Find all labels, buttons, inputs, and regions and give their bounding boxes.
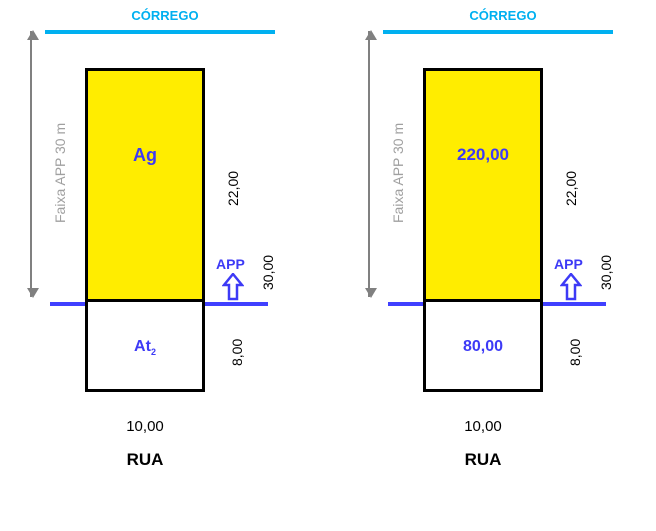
app-label: APP (216, 256, 245, 272)
upper-box: 220,00 (423, 68, 543, 302)
dim-30: 30,00 (260, 255, 276, 290)
faixa-label: Faixa APP 30 m (52, 122, 68, 222)
rua-label: RUA (85, 450, 205, 470)
faixa-label: Faixa APP 30 m (390, 122, 406, 222)
corrego-line (383, 30, 613, 34)
diagram-left: CÓRREGO Faixa APP 30 m Ag 22,00 30,00 AP… (20, 0, 310, 531)
corrego-label: CÓRREGO (20, 8, 310, 23)
lower-box: At2 (85, 302, 205, 392)
faixa-arrow (368, 31, 370, 297)
diagram-right: CÓRREGO Faixa APP 30 m 220,00 22,00 30,0… (358, 0, 648, 531)
lower-box: 80,00 (423, 302, 543, 392)
dim-8: 8,00 (567, 339, 583, 366)
app-arrow-icon (560, 273, 582, 301)
faixa-arrow (30, 31, 32, 297)
dim-10: 10,00 (85, 418, 205, 435)
lower-box-label: 80,00 (426, 338, 540, 356)
app-arrow-icon (222, 273, 244, 301)
upper-box-label: Ag (88, 145, 202, 166)
upper-box-label: 220,00 (426, 145, 540, 165)
rua-label: RUA (423, 450, 543, 470)
app-label: APP (554, 256, 583, 272)
dim-8: 8,00 (229, 339, 245, 366)
dim-10: 10,00 (423, 418, 543, 435)
lower-box-label: At2 (88, 338, 202, 357)
upper-box: Ag (85, 68, 205, 302)
dim-22: 22,00 (225, 171, 241, 206)
dim-30: 30,00 (598, 255, 614, 290)
dim-22: 22,00 (563, 171, 579, 206)
corrego-line (45, 30, 275, 34)
corrego-label: CÓRREGO (358, 8, 648, 23)
